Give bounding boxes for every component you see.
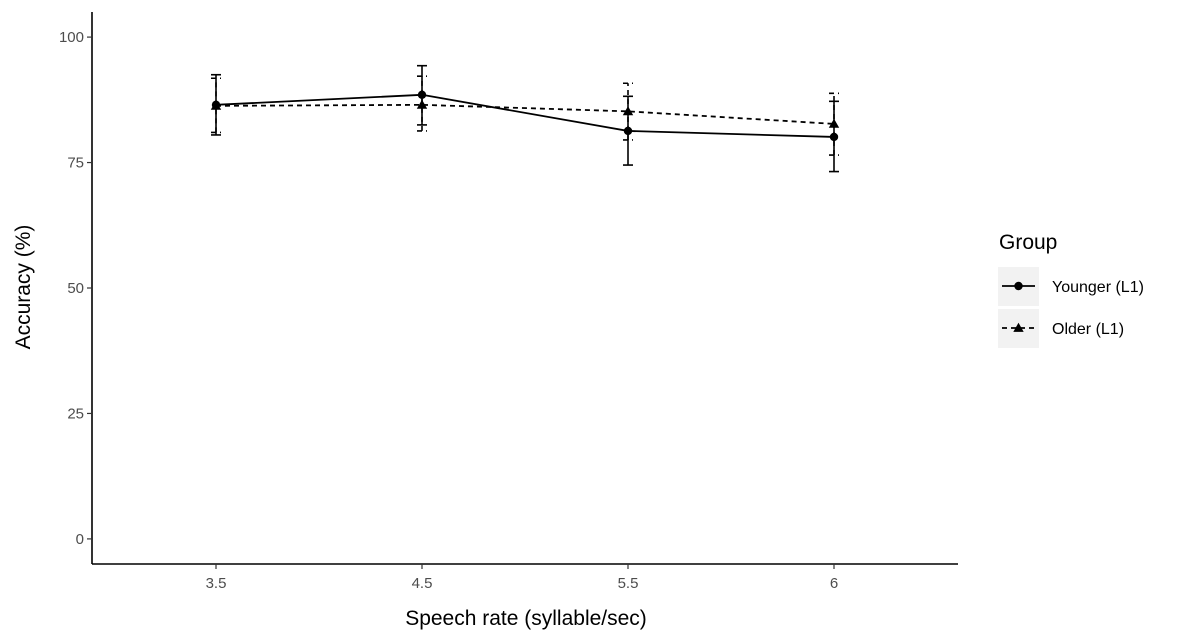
x-tick-label: 3.5 <box>206 575 227 592</box>
x-axis: 3.5 4.5 5.5 6 <box>92 564 958 592</box>
y-axis-title: Accuracy (%) <box>12 225 35 350</box>
y-tick-label: 25 <box>67 405 84 422</box>
legend-key-marker <box>1014 282 1022 290</box>
y-axis: 0 25 50 75 100 <box>59 12 92 564</box>
y-tick-label: 50 <box>67 280 84 297</box>
series-line <box>216 95 834 137</box>
y-tick-label: 75 <box>67 155 84 172</box>
x-tick-label: 6 <box>830 575 838 592</box>
y-tick-label: 100 <box>59 29 84 46</box>
legend: Group Younger (L1) Older (L1) <box>998 231 1144 348</box>
legend-title: Group <box>999 231 1057 254</box>
x-axis-title: Speech rate (syllable/sec) <box>405 607 647 630</box>
series-older <box>211 76 839 155</box>
legend-label-older: Older (L1) <box>1052 321 1124 338</box>
series-younger <box>211 66 839 172</box>
x-tick-label: 4.5 <box>412 575 433 592</box>
x-tick-label: 5.5 <box>618 575 639 592</box>
legend-label-younger: Younger (L1) <box>1052 279 1144 296</box>
y-tick-label: 0 <box>76 531 84 548</box>
plot-area <box>211 66 839 172</box>
series-line <box>216 105 834 124</box>
